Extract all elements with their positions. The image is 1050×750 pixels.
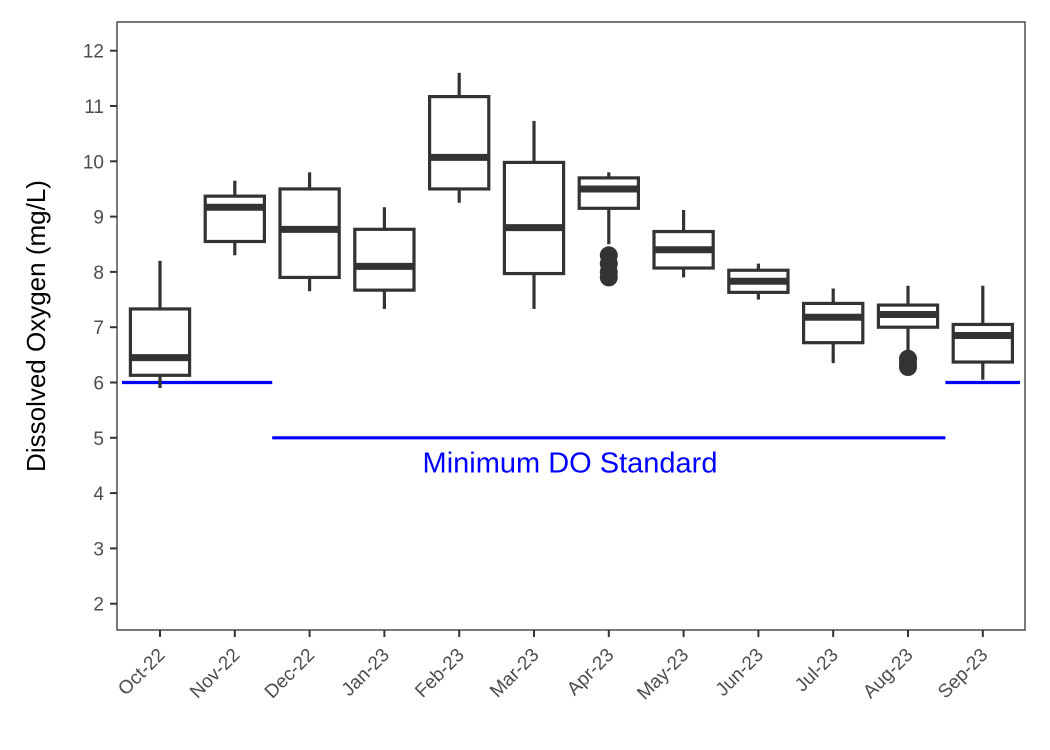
boxplot-feb-23	[428, 72, 491, 203]
box-iqr	[951, 322, 1015, 364]
boxplot-may-23	[652, 209, 715, 278]
y-tick-label: 4	[93, 484, 104, 505]
y-tick-label: 10	[83, 152, 104, 173]
y-tick-label: 2	[93, 595, 104, 616]
boxplot-dec-22	[278, 172, 341, 292]
y-tick-label: 6	[93, 374, 104, 395]
outlier-point	[899, 358, 917, 377]
panel-border	[116, 21, 1026, 631]
y-tick-label: 7	[93, 318, 104, 339]
box-iqr	[428, 94, 491, 191]
y-tick-label: 9	[93, 208, 104, 229]
boxplots	[128, 72, 1015, 389]
outlier-point	[599, 268, 618, 287]
box-iqr	[353, 227, 416, 292]
boxplot-oct-22	[128, 260, 192, 389]
box-iqr	[577, 176, 641, 210]
boxplot-jun-23	[727, 263, 790, 300]
y-tick-label: 8	[93, 263, 104, 284]
boxplot-jan-23	[353, 207, 416, 309]
reference-lines	[122, 380, 1020, 440]
boxplot-sep-23	[951, 285, 1015, 380]
box-iqr	[801, 301, 865, 345]
boxplot-jul-23	[801, 288, 865, 364]
y-tick-label: 11	[84, 97, 104, 118]
box-iqr	[128, 307, 192, 377]
y-tick-label: 12	[83, 42, 104, 63]
y-axis-title: Dissolved Oxygen (mg/L)	[21, 180, 51, 472]
boxplot-mar-23	[502, 120, 566, 309]
minimum-do-standard-label: Minimum DO Standard	[423, 448, 718, 480]
y-tick-label: 3	[93, 539, 104, 560]
box-iqr	[502, 160, 566, 276]
boxplot-apr-23	[577, 172, 641, 287]
boxplot-nov-22	[203, 180, 266, 256]
y-tick-label: 5	[93, 429, 104, 450]
box-iqr	[203, 194, 266, 244]
boxplot-aug-23	[876, 285, 940, 377]
box-iqr	[278, 187, 341, 280]
